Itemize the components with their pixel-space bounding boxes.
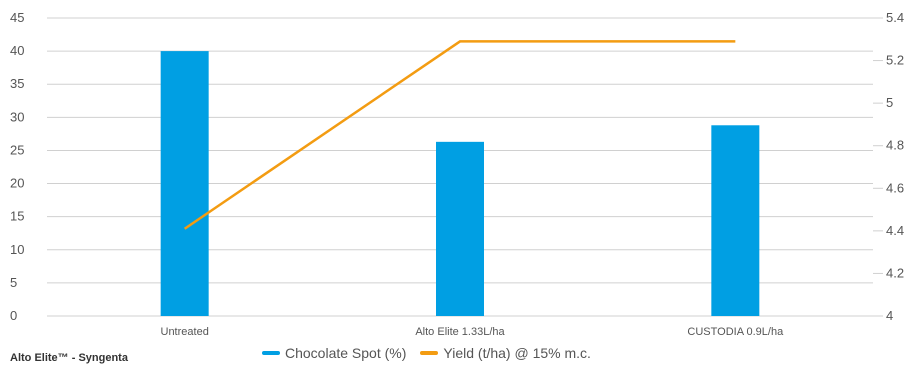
y-right-tick-label: 5.2 xyxy=(886,53,904,68)
y-left-tick-label: 25 xyxy=(10,142,24,157)
y-left-tick-label: 0 xyxy=(10,308,17,323)
y-left-tick-label: 15 xyxy=(10,209,24,224)
y-right-tick-label: 4.6 xyxy=(886,180,904,195)
y-right-tick-label: 4.8 xyxy=(886,138,904,153)
legend-item-chocolate-spot: Chocolate Spot (%) xyxy=(262,345,406,361)
legend-item-yield: Yield (t/ha) @ 15% m.c. xyxy=(420,345,591,361)
y-left-tick-label: 20 xyxy=(10,176,24,191)
legend-swatch-chocolate-spot xyxy=(262,351,280,355)
y-right-tick-label: 4.4 xyxy=(886,223,904,238)
y-left-tick-label: 30 xyxy=(10,109,24,124)
y-left-tick-label: 5 xyxy=(10,275,17,290)
y-right-tick-label: 4.2 xyxy=(886,265,904,280)
bar-chocolate-spot xyxy=(436,141,484,316)
legend: Chocolate Spot (%) Yield (t/ha) @ 15% m.… xyxy=(262,345,591,361)
bar-chocolate-spot xyxy=(160,51,209,316)
line-yield xyxy=(183,40,736,230)
y-left-tick-label: 40 xyxy=(10,43,24,58)
y-left-tick-label: 45 xyxy=(10,10,24,25)
legend-label-yield: Yield (t/ha) @ 15% m.c. xyxy=(443,345,591,361)
y-left-tick-label: 35 xyxy=(10,76,24,91)
bar-chocolate-spot xyxy=(711,125,760,316)
x-tick-label: Untreated xyxy=(161,326,209,338)
y-right-tick-label: 5.4 xyxy=(886,10,904,25)
x-tick-label: CUSTODIA 0.9L/ha xyxy=(687,326,784,338)
y-left-tick-label: 10 xyxy=(10,242,24,257)
y-right-tick-label: 5 xyxy=(886,95,893,110)
source-label: Alto Elite™ - Syngenta xyxy=(10,352,128,364)
legend-label-chocolate-spot: Chocolate Spot (%) xyxy=(285,345,407,361)
y-right-tick-label: 4 xyxy=(886,308,893,323)
x-tick-label: Alto Elite 1.33L/ha xyxy=(415,326,505,338)
legend-swatch-yield xyxy=(420,351,439,355)
